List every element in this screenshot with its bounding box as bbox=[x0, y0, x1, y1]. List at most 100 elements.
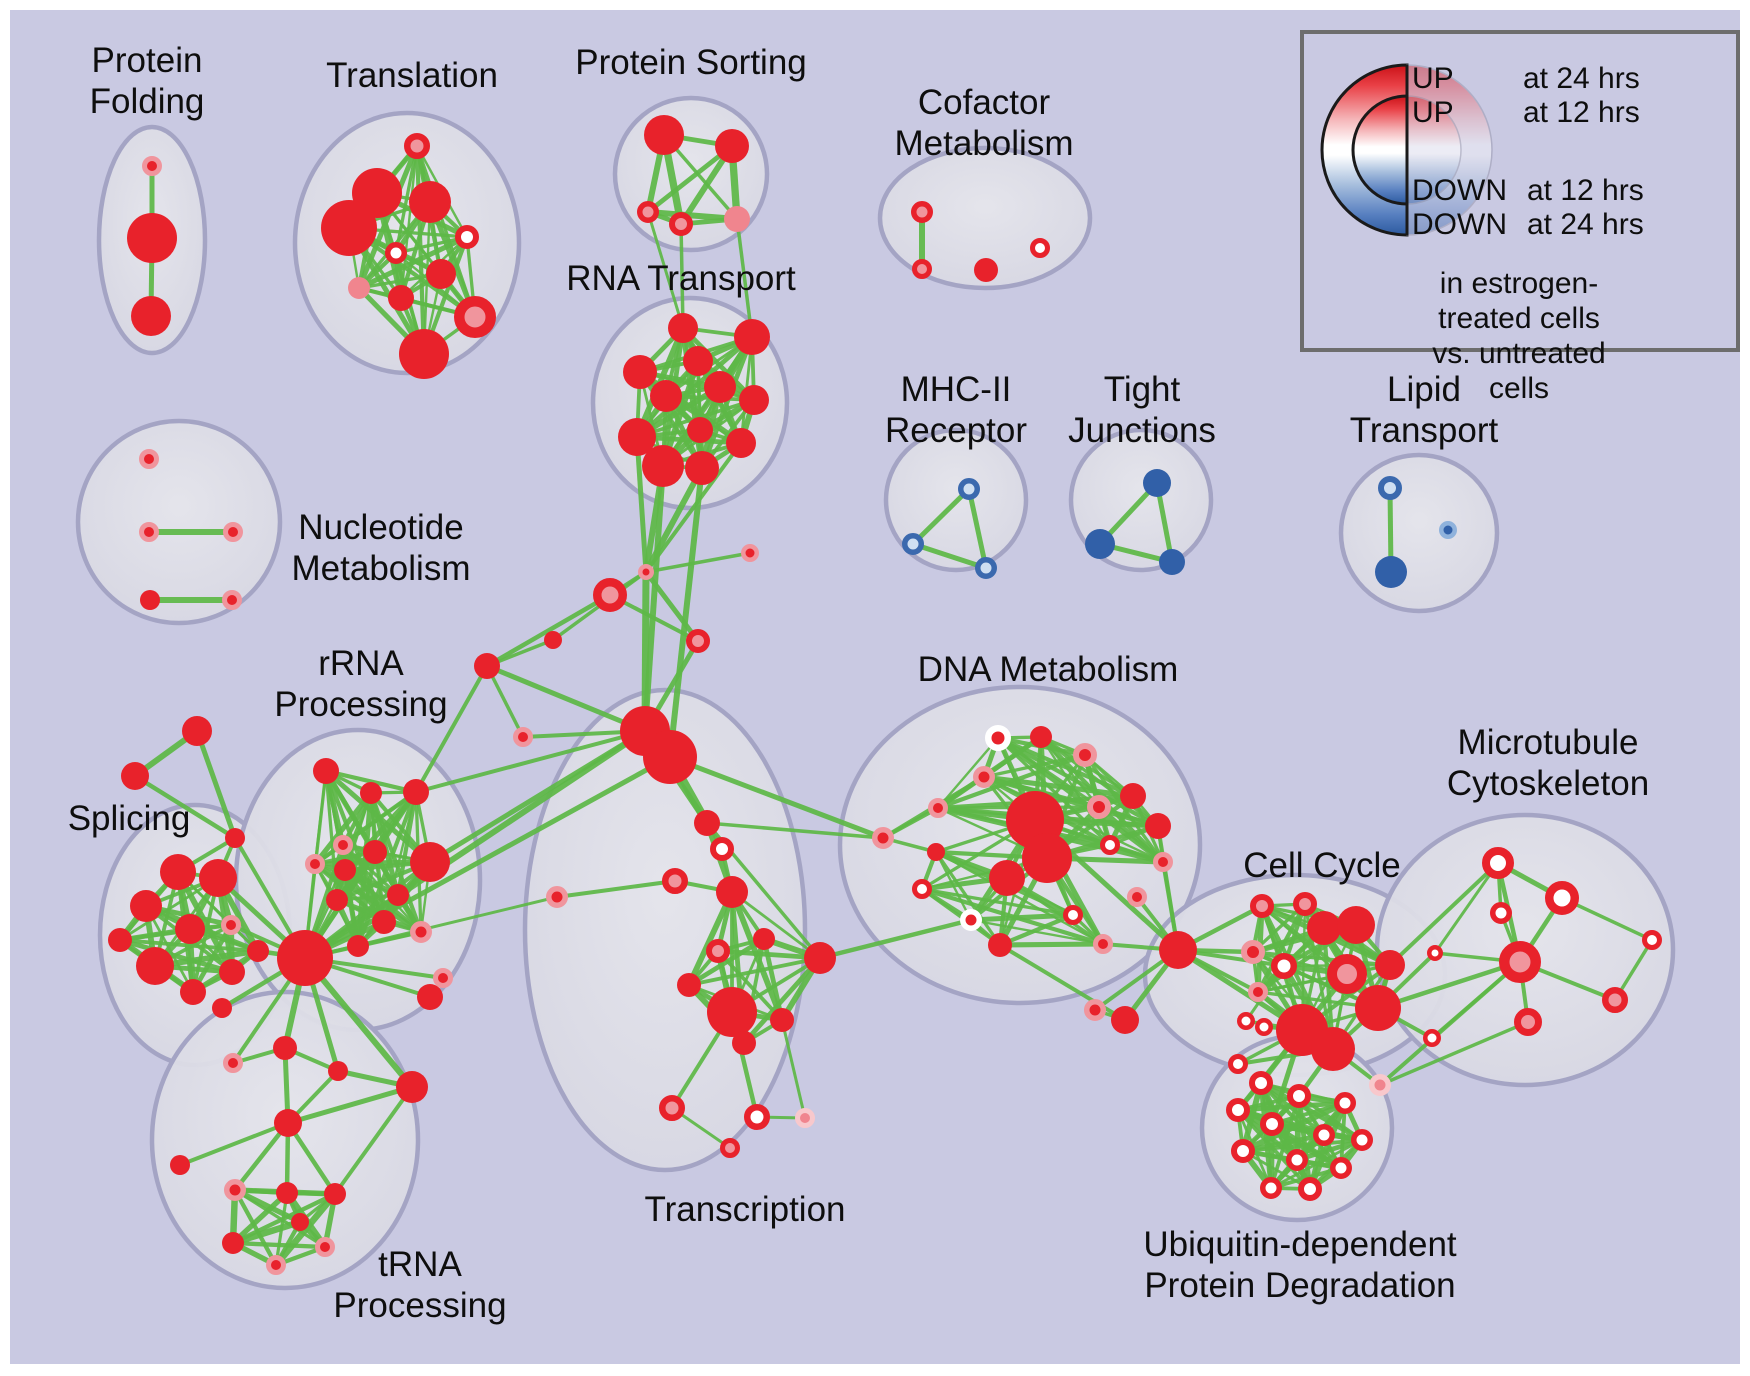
node-ub9 bbox=[1286, 1149, 1308, 1171]
node-c2 bbox=[1293, 892, 1317, 916]
node-d4 bbox=[973, 766, 995, 788]
node-s4 bbox=[175, 914, 205, 944]
edge-d8-d20 bbox=[935, 850, 1104, 946]
node-k8 bbox=[224, 1179, 246, 1201]
legend-down-12-word: DOWN bbox=[1412, 174, 1507, 207]
edge-d3-d4 bbox=[983, 753, 1086, 779]
node-c3 bbox=[1241, 940, 1265, 964]
node-k7 bbox=[170, 1155, 190, 1175]
node-ub10 bbox=[1330, 1157, 1352, 1179]
edge-d3-d14 bbox=[1083, 754, 1165, 863]
node-d17 bbox=[988, 933, 1012, 957]
edge-d4-d7 bbox=[983, 774, 1134, 799]
node-tn6 bbox=[753, 928, 775, 950]
edge-c11-mt5 bbox=[1377, 959, 1521, 1011]
node-t6 bbox=[385, 242, 407, 264]
node-d15 bbox=[1127, 887, 1147, 907]
node-x3 bbox=[225, 828, 245, 848]
edge-b1-q2 bbox=[644, 570, 700, 643]
node-tn5 bbox=[546, 886, 568, 908]
label-protein-folding: Protein Folding bbox=[89, 41, 205, 121]
legend-inner-left bbox=[1351, 94, 1409, 206]
node-ps2 bbox=[715, 129, 749, 163]
node-b2 bbox=[741, 544, 759, 562]
edge-ps3-rt1 bbox=[646, 211, 685, 329]
node-d16 bbox=[960, 909, 982, 931]
node-r8 bbox=[410, 842, 450, 882]
edge-p2-p1 bbox=[485, 665, 525, 738]
node-d6 bbox=[1087, 795, 1111, 819]
edge-ps5-rt2 bbox=[735, 218, 754, 338]
node-ub5 bbox=[1334, 1092, 1356, 1114]
node-d12 bbox=[1100, 835, 1120, 855]
node-ub1 bbox=[1249, 1071, 1273, 1095]
legend-glyph bbox=[1320, 63, 1493, 237]
node-cm4 bbox=[1030, 238, 1050, 258]
edge-ps3-ps5 bbox=[647, 209, 738, 222]
edge-x2-x3 bbox=[133, 774, 237, 840]
edge-t1-t9 bbox=[399, 145, 419, 299]
cluster-nucleotide-metabolism bbox=[75, 418, 283, 626]
node-rt2 bbox=[734, 319, 770, 355]
node-m3 bbox=[975, 557, 997, 579]
node-r5 bbox=[305, 854, 325, 874]
node-t5 bbox=[455, 225, 479, 249]
edge-b1-b2 bbox=[645, 551, 751, 574]
node-r14 bbox=[433, 968, 453, 988]
edge-rt12-h2 bbox=[667, 467, 705, 758]
node-tn14 bbox=[744, 1104, 770, 1130]
edge-ps2-ps3 bbox=[646, 144, 734, 214]
edge-ub3-ub5 bbox=[1237, 1100, 1346, 1113]
edge-tn4-tn9 bbox=[731, 890, 821, 960]
edge-c15-mt1 bbox=[1388, 861, 1500, 967]
edge-c8-c15 bbox=[1257, 963, 1391, 994]
node-q1 bbox=[593, 578, 627, 612]
node-d10 bbox=[1022, 833, 1072, 883]
node-mtp bbox=[1369, 1074, 1391, 1096]
node-k14 bbox=[291, 1213, 309, 1231]
node-c13 bbox=[1311, 1027, 1355, 1071]
node-k3 bbox=[273, 1036, 297, 1060]
label-protein-sorting: Protein Sorting bbox=[575, 43, 807, 82]
cluster-trna-processing bbox=[149, 989, 421, 1291]
edge-ub7-ub9 bbox=[1296, 1137, 1363, 1163]
edge-m1-m2 bbox=[911, 487, 971, 546]
node-nm5 bbox=[222, 590, 242, 610]
edge-tn1-dn0 bbox=[706, 821, 884, 840]
node-tn10 bbox=[707, 987, 757, 1037]
node-mt6 bbox=[1423, 1029, 1441, 1047]
node-k6 bbox=[274, 1109, 302, 1137]
node-p1 bbox=[474, 653, 500, 679]
node-s5 bbox=[221, 915, 241, 935]
edge-ub7-ub8 bbox=[1242, 1138, 1363, 1153]
edge-s8-s10 bbox=[119, 937, 233, 975]
edge-r2-r5 bbox=[312, 791, 374, 866]
node-l3 bbox=[1439, 521, 1457, 539]
node-ub2 bbox=[1287, 1084, 1311, 1108]
node-d11 bbox=[989, 860, 1025, 896]
edge-s9-s10 bbox=[119, 938, 259, 953]
node-p2 bbox=[513, 727, 533, 747]
node-mt3 bbox=[1490, 902, 1512, 924]
node-s6 bbox=[136, 947, 174, 985]
edge-h2-dn0 bbox=[669, 754, 884, 841]
edge-mt4-mt1 bbox=[1433, 862, 1500, 954]
edge-tn9-tn11 bbox=[742, 956, 822, 1045]
label-nucleotide-metabolism: Nucleotide Metabolism bbox=[291, 508, 471, 588]
label-trna-processing: tRNA Processing bbox=[333, 1245, 507, 1325]
edge-p1-h1 bbox=[486, 663, 646, 734]
node-tj2 bbox=[1085, 529, 1115, 559]
label-dna-metabolism: DNA Metabolism bbox=[917, 650, 1179, 689]
node-s1 bbox=[160, 854, 196, 890]
edge-k9-k11 bbox=[231, 1191, 289, 1245]
node-c14 bbox=[1228, 1054, 1248, 1074]
node-ub7 bbox=[1351, 1129, 1373, 1151]
node-c11 bbox=[1355, 985, 1401, 1031]
node-q2 bbox=[686, 629, 710, 653]
node-ub3 bbox=[1226, 1098, 1250, 1122]
label-rrna-processing: rRNA Processing bbox=[274, 644, 448, 724]
node-k4 bbox=[328, 1061, 348, 1081]
node-m2 bbox=[902, 533, 924, 555]
label-lipid-transport: Lipid Transport bbox=[1349, 370, 1499, 450]
